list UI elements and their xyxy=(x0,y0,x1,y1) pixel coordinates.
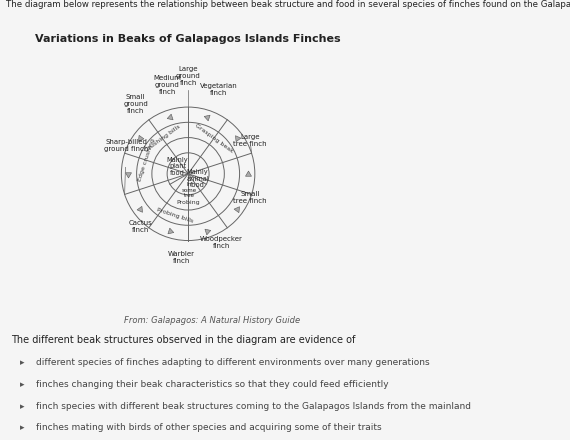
Text: finch species with different beak structures coming to the Galapagos Islands fro: finch species with different beak struct… xyxy=(36,402,471,411)
Text: Probing bills: Probing bills xyxy=(156,207,193,224)
Text: Small
ground
finch: Small ground finch xyxy=(123,94,148,114)
Text: Grasping beak: Grasping beak xyxy=(194,123,234,154)
Text: Vegetarian
finch: Vegetarian finch xyxy=(200,84,238,96)
Text: ▸: ▸ xyxy=(19,380,24,389)
Text: finches mating with birds of other species and acquiring some of their traits: finches mating with birds of other speci… xyxy=(36,423,382,433)
Text: Warbler
finch: Warbler finch xyxy=(168,251,195,264)
Text: Crushing bills: Crushing bills xyxy=(144,124,181,153)
Text: Mainly
plant
food: Mainly plant food xyxy=(167,157,189,176)
Text: Mainly
animal
food: Mainly animal food xyxy=(186,169,209,188)
Text: Large
ground
finch: Large ground finch xyxy=(176,66,201,86)
Text: In
some
tree: In some tree xyxy=(181,182,197,198)
Text: The different beak structures observed in the diagram are evidence of: The different beak structures observed i… xyxy=(11,335,356,345)
Text: Edge crushing: Edge crushing xyxy=(137,138,156,182)
Text: Medium
ground
finch: Medium ground finch xyxy=(153,75,181,95)
Text: Large
tree finch: Large tree finch xyxy=(233,134,267,147)
Text: The diagram below represents the relationship between beak structure and food in: The diagram below represents the relatio… xyxy=(6,0,570,9)
Text: Cactus
finch: Cactus finch xyxy=(129,220,152,233)
Text: different species of finches adapting to different environments over many genera: different species of finches adapting to… xyxy=(36,358,430,367)
Text: Sharp-billed
ground finch: Sharp-billed ground finch xyxy=(104,139,148,152)
Text: ▸: ▸ xyxy=(19,423,24,433)
Text: Probing: Probing xyxy=(176,200,200,205)
Text: ▸: ▸ xyxy=(19,402,24,411)
Text: From: Galapagos: A Natural History Guide: From: Galapagos: A Natural History Guide xyxy=(124,316,300,325)
Text: Small
tree finch: Small tree finch xyxy=(233,191,267,204)
Text: ▸: ▸ xyxy=(19,358,24,367)
Text: Variations in Beaks of Galapagos Islands Finches: Variations in Beaks of Galapagos Islands… xyxy=(35,34,341,44)
Text: finches changing their beak characteristics so that they could feed efficiently: finches changing their beak characterist… xyxy=(36,380,389,389)
Text: Woodpecker
finch: Woodpecker finch xyxy=(200,236,243,249)
